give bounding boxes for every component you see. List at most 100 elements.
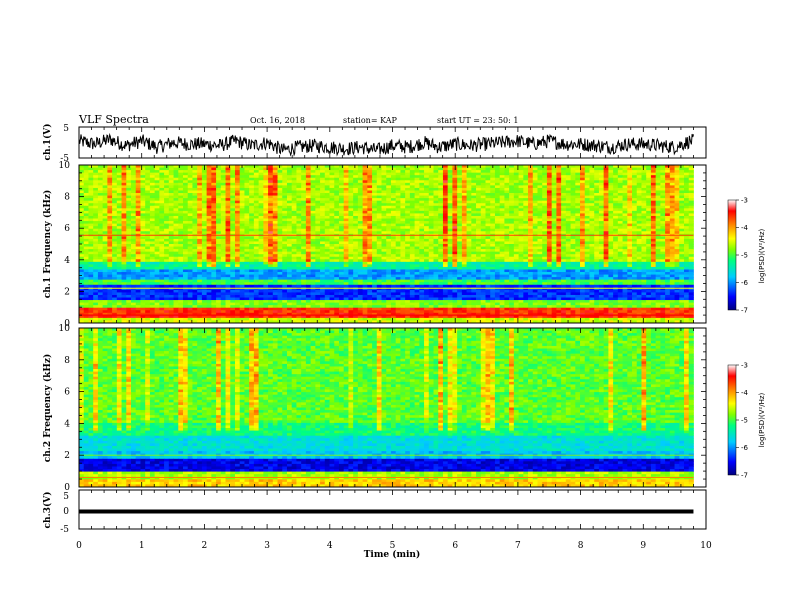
spectrogram-cell [627,236,633,240]
spectrogram-cell [291,223,297,227]
spectrogram-cell [537,249,543,253]
spectrogram-cell [409,175,415,179]
spectrogram-cell [244,249,250,253]
spectrogram-cell [688,249,694,253]
spectrogram-cell [107,213,113,217]
spectrogram-cell [632,208,638,212]
spectrogram-cell [187,208,193,212]
spectrogram-cell [594,236,600,240]
spectrogram-cell [405,210,411,214]
spectrogram-cell [598,167,605,171]
spectrogram-cell [145,165,151,168]
spectrogram-cell [348,210,354,214]
spectrogram-cell [249,182,255,186]
spectrogram-cell [561,208,567,212]
spectrogram-cell [594,241,600,245]
spectrogram-cell [296,187,302,191]
spectrogram-cell [343,208,349,212]
spectrogram-cell [310,190,316,194]
spectrogram-cell [419,249,425,253]
spectrogram-cell [428,185,434,189]
spectrogram-cell [140,249,146,253]
spectrogram-cell [688,231,694,235]
spectrogram-cell [324,175,330,179]
spectrogram-cell [192,172,198,176]
spectrogram-cell [159,244,165,247]
spectrogram-cell [116,185,122,189]
spectrogram-cell [225,182,231,186]
spectrogram-cell [528,238,534,242]
spectrogram-cell [268,238,274,242]
spectrogram-cell [650,228,657,232]
spectrogram-cell [613,221,619,225]
spectrogram-cell [608,221,614,225]
spectrogram-cell [584,254,590,258]
spectrogram-cell [457,244,463,247]
spectrogram-cell [182,213,189,217]
spectrogram-cell [580,205,586,209]
spectrogram-cell [305,193,312,196]
spectrogram-cell [258,165,264,168]
spectrogram-cell [277,182,283,186]
spectrogram-cell [580,193,586,196]
spectrogram-cell [537,175,543,179]
spectrogram-cell [268,226,274,230]
spectrogram-cell [386,259,392,263]
spectrogram-cell [249,236,255,240]
spectrogram-cell [168,259,174,263]
spectrogram-cell [88,231,94,235]
spectrogram-cell [584,172,590,176]
spectrogram-cell [286,208,293,212]
spectrogram-cell [164,182,170,186]
spectrogram-cell [296,177,302,181]
spectrogram-cell [513,256,519,260]
spectrogram-cell [461,246,467,250]
spectrogram-cell [485,195,491,199]
spectrogram-cell [249,254,255,258]
spectrogram-cell [353,177,359,181]
spectrogram-cell [532,223,538,227]
spectrogram-cell [178,259,184,263]
spectrogram-cell [532,203,538,207]
spectrogram-cell [338,175,345,179]
spectrogram-cell [178,193,184,196]
spectrogram-cell [116,223,122,227]
spectrogram-cell [197,170,203,174]
spectrogram-cell [598,226,605,230]
spectrogram-cell [580,187,586,191]
spectrogram-cell [296,244,302,247]
spectrogram-cell [263,172,269,176]
spectrogram-cell [476,172,482,176]
spectrogram-cell [674,223,680,227]
spectrogram-cell [173,205,179,209]
spectrogram-cell [164,221,170,225]
spectrogram-cell [343,231,349,235]
spectrogram-cell [570,203,576,207]
spectrogram-cell [594,200,600,204]
spectrogram-cell [494,241,501,245]
spectrogram-cell [608,165,614,168]
spectrogram-cell [149,215,156,219]
spectrogram-cell [234,182,241,186]
spectrogram-cell [320,198,326,202]
spectrogram-cell [211,221,217,225]
spectrogram-cell [239,215,245,219]
spectrogram-cell [173,198,179,202]
spectrogram-cell [438,203,444,207]
spectrogram-cell [216,208,222,212]
spectrogram-cell [79,215,85,219]
spectrogram-cell [688,254,694,258]
spectrogram-cell [528,246,534,250]
spectrogram-cell [613,256,619,260]
spectrogram-cell [490,221,496,225]
spectrogram-cell [239,180,245,184]
spectrogram-cell [589,236,595,240]
spectrogram-cell [660,165,666,168]
spectrogram-cell [405,213,411,217]
spectrogram-cell [632,228,638,232]
spectrogram-cell [476,180,482,184]
spectrogram-cell [197,190,203,194]
spectrogram-cell [216,185,222,189]
spectrogram-cell [561,172,567,176]
spectrogram-cell [494,226,501,230]
